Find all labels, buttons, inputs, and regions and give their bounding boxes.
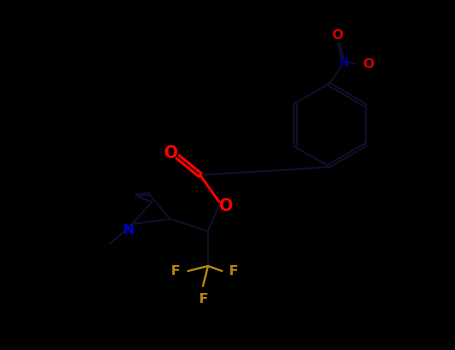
Text: O: O <box>218 197 232 215</box>
Text: F: F <box>198 292 208 306</box>
Text: F: F <box>229 264 239 278</box>
Text: N: N <box>339 56 349 69</box>
Text: O: O <box>331 28 343 42</box>
Text: O: O <box>163 144 177 162</box>
Text: F: F <box>171 264 181 278</box>
Text: O: O <box>362 57 374 71</box>
Text: N: N <box>123 223 135 237</box>
